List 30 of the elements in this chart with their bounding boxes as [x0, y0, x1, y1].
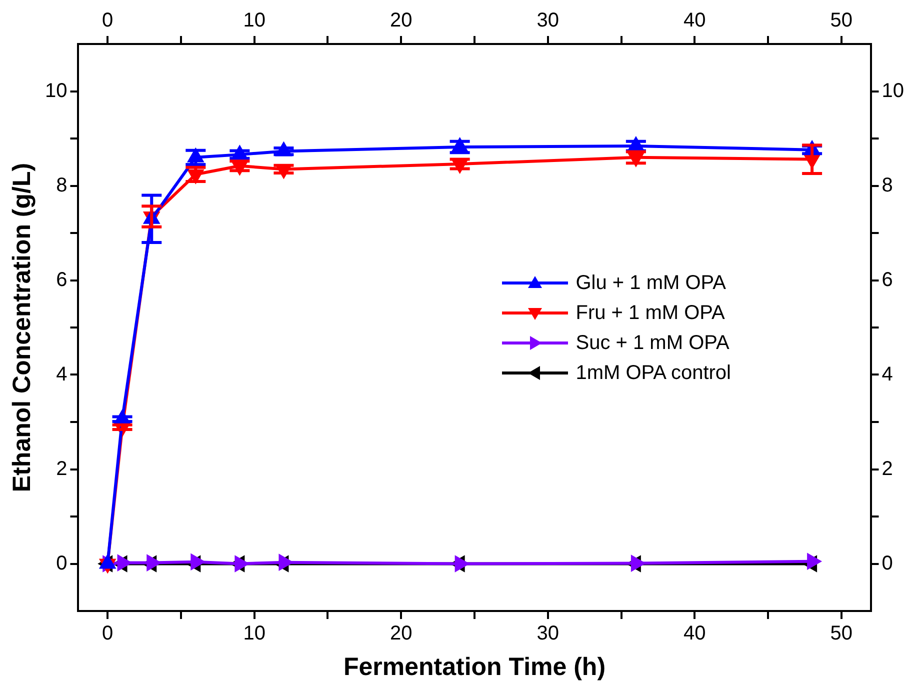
y2-tick-label: 0: [882, 552, 893, 574]
x2-tick-label: 30: [536, 10, 560, 32]
x2-tick-label: 0: [102, 10, 114, 32]
y-tick-label: 4: [56, 363, 68, 386]
x2-tick-label: 10: [243, 10, 266, 32]
x-tick-label: 10: [243, 622, 266, 645]
legend-label: Suc + 1 mM OPA: [576, 330, 730, 356]
x-tick-label: 30: [536, 622, 560, 645]
y2-tick-label: 4: [882, 363, 893, 386]
x-tick-label: 40: [684, 622, 706, 645]
x-tick-label: 0: [102, 622, 114, 645]
x-tick-label: 20: [390, 622, 412, 645]
x2-tick-label: 20: [390, 10, 412, 32]
y-tick-label: 0: [56, 552, 68, 574]
x2-tick-label: 40: [684, 10, 706, 32]
x2-tick-label: 50: [830, 10, 853, 32]
y2-tick-label: 8: [882, 174, 893, 196]
x-tick-label: 50: [830, 622, 853, 645]
legend-label: Fru + 1 mM OPA: [576, 300, 725, 326]
y-tick-label: 10: [44, 80, 68, 102]
y-tick-label: 6: [56, 268, 68, 291]
legend-label: 1mM OPA control: [576, 360, 731, 386]
y-tick-label: 8: [56, 174, 68, 196]
y-axis-title: Ethanol Concentration (g/L): [8, 162, 36, 492]
y2-tick-label: 10: [882, 80, 904, 102]
legend-label: Glu + 1 mM OPA: [576, 270, 726, 296]
y2-tick-label: 2: [882, 458, 893, 480]
y-tick-label: 2: [56, 458, 68, 480]
x-axis-title: Fermentation Time (h): [343, 652, 606, 681]
y2-tick-label: 6: [882, 268, 893, 291]
